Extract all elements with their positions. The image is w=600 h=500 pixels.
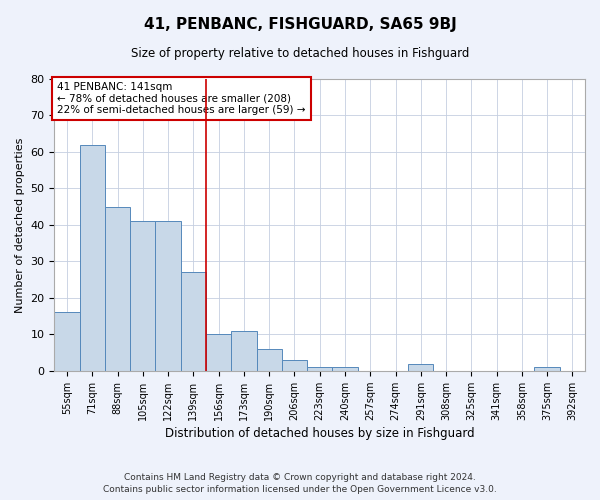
Text: 41, PENBANC, FISHGUARD, SA65 9BJ: 41, PENBANC, FISHGUARD, SA65 9BJ	[143, 18, 457, 32]
Bar	[105, 206, 130, 371]
Bar	[206, 334, 231, 371]
Text: Contains public sector information licensed under the Open Government Licence v3: Contains public sector information licen…	[103, 485, 497, 494]
Bar	[408, 364, 433, 371]
Bar	[231, 330, 257, 371]
Bar	[332, 367, 358, 371]
Bar	[307, 367, 332, 371]
Bar	[282, 360, 307, 371]
Bar	[155, 222, 181, 371]
Text: Size of property relative to detached houses in Fishguard: Size of property relative to detached ho…	[131, 48, 469, 60]
Bar	[181, 272, 206, 371]
X-axis label: Distribution of detached houses by size in Fishguard: Distribution of detached houses by size …	[165, 427, 475, 440]
Bar	[257, 349, 282, 371]
Bar	[55, 312, 80, 371]
Text: 41 PENBANC: 141sqm
← 78% of detached houses are smaller (208)
22% of semi-detach: 41 PENBANC: 141sqm ← 78% of detached hou…	[57, 82, 305, 115]
Bar	[535, 367, 560, 371]
Y-axis label: Number of detached properties: Number of detached properties	[15, 137, 25, 312]
Bar	[80, 144, 105, 371]
Bar	[130, 222, 155, 371]
Text: Contains HM Land Registry data © Crown copyright and database right 2024.: Contains HM Land Registry data © Crown c…	[124, 472, 476, 482]
